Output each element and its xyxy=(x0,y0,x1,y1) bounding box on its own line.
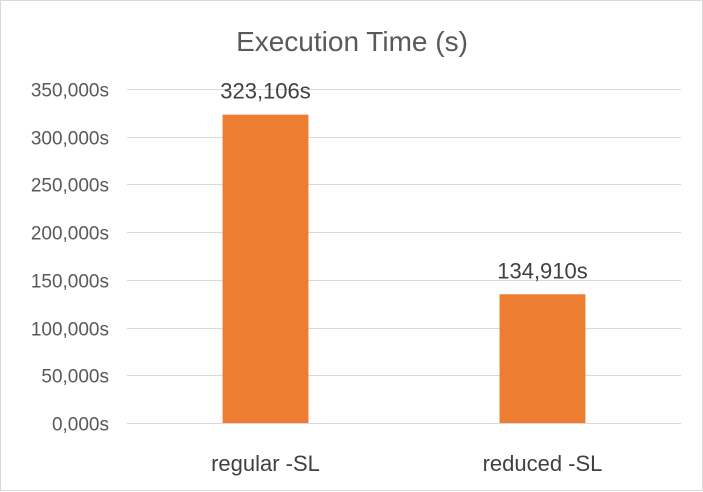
y-tick-label: 150,000s xyxy=(31,272,109,293)
y-tick-label: 50,000s xyxy=(41,367,109,388)
y-tick-label: 200,000s xyxy=(31,224,109,245)
data-label: 134,910s xyxy=(497,258,588,283)
y-tick-label: 100,000s xyxy=(31,320,109,341)
data-label: 323,106s xyxy=(220,79,311,104)
bar xyxy=(499,294,586,423)
bars xyxy=(222,114,586,424)
x-category-label: reduced -SL xyxy=(483,451,603,476)
y-tick-label: 300,000s xyxy=(31,129,109,150)
y-tick-label: 250,000s xyxy=(31,176,109,197)
bar xyxy=(222,114,309,424)
y-tick-label: 0,000s xyxy=(52,415,109,436)
y-axis-tick-labels: 0,000s 50,000s 100,000s 150,000s 200,000s 250… xyxy=(31,81,109,436)
x-category-label: regular -SL xyxy=(211,451,320,476)
y-tick-label: 350,000s xyxy=(31,81,109,102)
gridlines xyxy=(127,89,681,424)
chart-title: Execution Time (s) xyxy=(236,26,468,57)
x-axis-category-labels: regular -SL reduced -SL xyxy=(211,451,602,476)
data-labels: 323,106s 134,910s xyxy=(220,79,588,284)
